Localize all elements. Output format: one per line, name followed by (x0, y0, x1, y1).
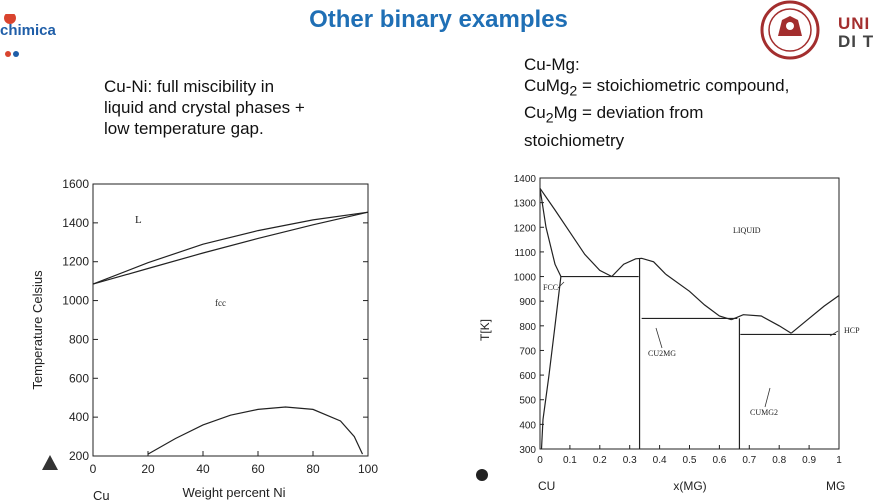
x-left-label: CU (538, 479, 555, 493)
phase-label-hcp: HCP (844, 326, 860, 335)
caption-line: Cu-Mg: (524, 54, 874, 75)
cu-mg-phase-diagram: 0 0.1 0.2 0.3 0.4 0.5 0.6 0.7 0.8 0.9 130040050060… (470, 170, 877, 504)
caption-line: liquid and crystal phases + (104, 97, 394, 118)
caption-line: Cu2Mg = deviation from (524, 102, 874, 129)
series-fcc-lower (542, 277, 561, 450)
x-tick-label: 0.1 (563, 455, 577, 466)
cu-mg-caption: Cu-Mg: CuMg2 = stoichiometric compound, … (524, 54, 874, 151)
x-tick-label: 20 (141, 462, 155, 476)
x-tick-label: 0.6 (712, 455, 726, 466)
region-label-liquid: L (135, 214, 142, 226)
university-name-line1: UNI (838, 14, 870, 34)
y-tick-label: 400 (519, 420, 536, 431)
phase-label-fcc: FCC (543, 283, 558, 292)
x-element-label: Cu (93, 488, 110, 503)
cumg2-leader-line (765, 388, 770, 407)
y-tick-label: 1000 (62, 294, 89, 308)
phase-label-cumg2: CUMG2 (750, 408, 778, 417)
x-tick-label: 0.3 (623, 455, 637, 466)
chemistry-logo-text: chimica (0, 22, 56, 39)
x-tick-label: 1 (836, 455, 842, 466)
y-tick-label: 900 (519, 297, 536, 308)
x-right-label: MG (826, 479, 845, 493)
y-tick-label: 800 (519, 322, 536, 333)
university-name-line2: DI T (838, 32, 874, 52)
y-tick-label: 800 (69, 332, 89, 346)
y-tick-label: 600 (519, 371, 536, 382)
y-axis-label: Temperature Celsius (30, 270, 45, 390)
caption-text: Mg = deviation from (554, 103, 704, 122)
caption-line: stoichiometry (524, 130, 874, 151)
x-tick-label: 0 (90, 462, 97, 476)
plot-frame (540, 178, 839, 449)
phase-label-liquid: LIQUID (733, 226, 761, 235)
x-tick-label: 60 (251, 462, 265, 476)
caption-line: CuMg2 = stoichiometric compound, (524, 75, 874, 102)
fcc-leader-line (558, 282, 564, 288)
x-axis-label: x(MG) (673, 479, 706, 493)
x-tick-label: 0.5 (683, 455, 697, 466)
x-tick-label: 0 (537, 455, 543, 466)
series-liquidus-cu2mg (612, 258, 666, 276)
y-axis-label: T[K] (478, 319, 492, 341)
series-fcc-solvus (540, 188, 561, 276)
caption-text: Cu (524, 103, 546, 122)
caption-line: low temperature gap. (104, 118, 394, 139)
caption-subscript: 2 (546, 111, 554, 127)
y-tick-label: 400 (69, 410, 89, 424)
x-tick-label: 40 (196, 462, 210, 476)
y-tick-label: 1300 (514, 199, 537, 210)
y-tick-label: 700 (519, 346, 536, 357)
x-tick-label: 100 (358, 462, 378, 476)
x-tick-label: 0.9 (802, 455, 816, 466)
x-axis-label: Weight percent Ni (182, 485, 285, 500)
series-liquidus-cumg2 (731, 315, 791, 334)
y-tick-label: 1400 (62, 216, 89, 230)
caption-text: CuMg (524, 76, 569, 95)
software-logo-icon (476, 469, 488, 481)
cu-ni-phase-diagram: 0 20 40 60 80 100 200 400 600 800 1000 1200 1400 1600… (0, 170, 400, 504)
region-label-fcc: fcc (215, 298, 226, 308)
cu2mg-leader-line (656, 328, 662, 348)
y-tick-label: 1200 (62, 255, 89, 269)
thermo-calc-logo-icon (42, 455, 58, 470)
x-tick-label: 80 (306, 462, 320, 476)
y-tick-label: 600 (69, 371, 89, 385)
caption-text: = stoichiometric compound, (577, 76, 789, 95)
y-tick-label: 1100 (514, 248, 536, 259)
series-liquidus-mg (791, 296, 839, 334)
y-tick-label: 1400 (514, 174, 537, 185)
series-miscibility-gap (148, 407, 363, 454)
y-tick-label: 1600 (62, 177, 89, 191)
series-liquidus-mid (666, 274, 732, 320)
x-tick-label: 0.7 (742, 455, 756, 466)
caption-line: Cu-Ni: full miscibility in (104, 76, 394, 97)
y-tick-label: 1000 (514, 273, 537, 284)
phase-label-cu2mg: CU2MG (648, 349, 676, 358)
series-liquidus-cu (540, 188, 612, 276)
x-tick-label: 0.8 (772, 455, 786, 466)
y-tick-label: 200 (69, 449, 89, 463)
y-tick-label: 300 (519, 445, 536, 456)
y-tick-label: 500 (519, 396, 536, 407)
cu-ni-caption: Cu-Ni: full miscibility in liquid and cr… (104, 76, 394, 139)
x-tick-label: 0.4 (653, 455, 667, 466)
hcp-leader-line (830, 331, 838, 336)
y-tick-label: 1200 (514, 223, 537, 234)
x-tick-label: 0.2 (593, 455, 607, 466)
